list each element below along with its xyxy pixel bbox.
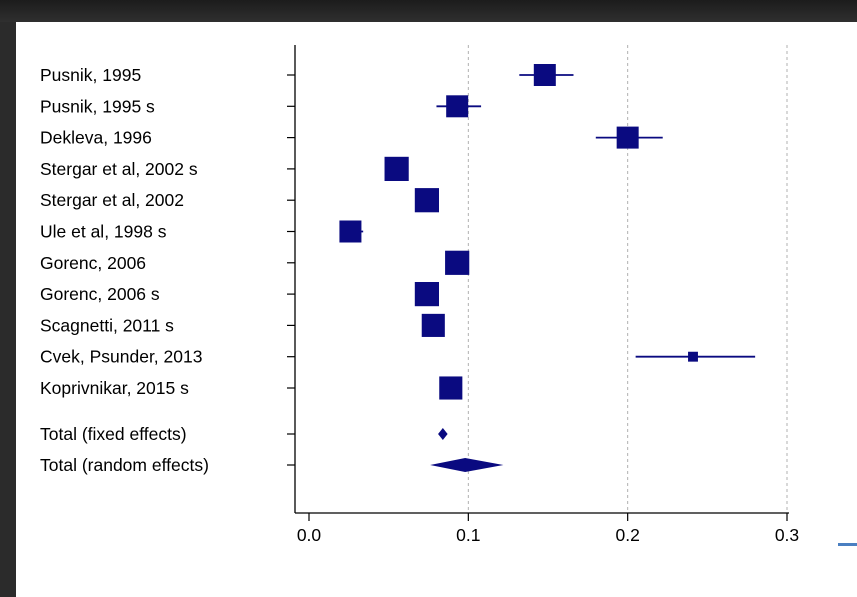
- study-label: Stergar et al, 2002: [40, 190, 184, 210]
- window-top-edge: [0, 0, 857, 22]
- x-tick-label: 0.3: [775, 525, 799, 545]
- x-tick-label: 0.0: [297, 525, 322, 545]
- study-label: Scagnetti, 2011 s: [40, 315, 174, 335]
- estimate-marker: [384, 156, 409, 181]
- estimate-marker: [616, 126, 639, 149]
- estimate-marker: [445, 250, 470, 275]
- estimate-marker: [414, 188, 440, 213]
- study-label: Total (random effects): [40, 455, 209, 475]
- study-label: Gorenc, 2006 s: [40, 284, 160, 304]
- study-label: Dekleva, 1996: [40, 128, 152, 148]
- study-label: Pusnik, 1995 s: [40, 96, 155, 116]
- chart-panel: [16, 22, 857, 597]
- estimate-marker: [339, 220, 362, 243]
- estimate-marker: [421, 313, 445, 337]
- study-label: Total (fixed effects): [40, 424, 187, 444]
- study-label: Koprivnikar, 2015 s: [40, 378, 189, 398]
- slide-accent-line: [838, 543, 857, 546]
- study-label: Gorenc, 2006: [40, 253, 146, 273]
- x-tick-label: 0.1: [456, 525, 480, 545]
- estimate-marker: [446, 95, 469, 118]
- estimate-marker: [439, 376, 463, 400]
- pooled-diamond: [430, 458, 504, 472]
- study-label: Cvek, Psunder, 2013: [40, 347, 202, 367]
- study-label: Ule et al, 1998 s: [40, 222, 167, 242]
- x-tick-label: 0.2: [616, 525, 640, 545]
- study-label: Pusnik, 1995: [40, 65, 141, 85]
- estimate-marker: [414, 282, 440, 307]
- estimate-marker: [688, 351, 698, 362]
- study-label: Stergar et al, 2002 s: [40, 159, 198, 179]
- pooled-diamond: [438, 428, 448, 440]
- estimate-marker: [533, 64, 556, 86]
